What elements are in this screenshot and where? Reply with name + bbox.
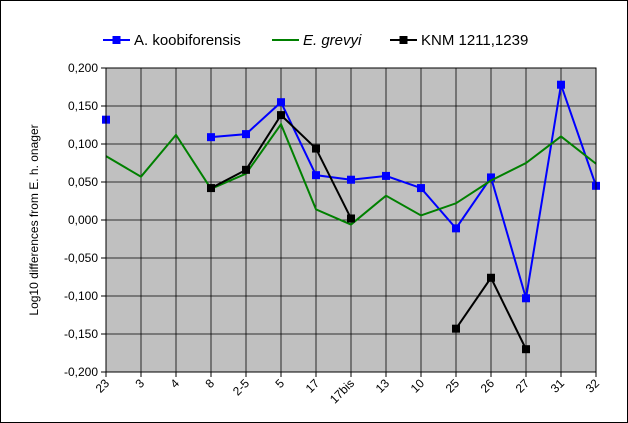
- legend-item: A. koobiforensis: [103, 32, 241, 49]
- data-point: [452, 224, 460, 233]
- y-tick-label: -0,200: [64, 365, 98, 379]
- data-point: [522, 294, 530, 303]
- data-point: [277, 98, 285, 107]
- legend-label: A. koobiforensis: [134, 32, 241, 49]
- y-tick-label: -0,150: [64, 327, 98, 341]
- legend-swatch-marker: [112, 36, 121, 44]
- data-point: [557, 80, 565, 89]
- data-point: [487, 173, 495, 182]
- y-tick-label: 0,150: [68, 99, 98, 113]
- y-axis-ticks: -0,200 -0,150 -0,100 -0,050 0,000 0,050 0,100 0…: [64, 61, 106, 379]
- y-axis-title: Log10 differences from E. h. onager: [27, 124, 41, 315]
- y-tick-label: -0,100: [64, 289, 98, 303]
- data-point: [417, 184, 425, 193]
- y-tick-label: 0,100: [68, 137, 98, 151]
- data-point: [382, 171, 390, 180]
- data-point: [242, 165, 250, 174]
- data-point: [277, 111, 285, 120]
- data-point: [312, 171, 320, 180]
- data-point: [312, 144, 320, 153]
- y-tick-label: 0,000: [68, 213, 98, 227]
- legend-item: KNM 1211,1239: [390, 32, 528, 49]
- legend: A. koobiforensis E. grevyi KNM 1211,1239: [103, 32, 528, 49]
- data-point: [242, 130, 250, 139]
- legend-swatch-marker: [399, 36, 408, 44]
- data-point: [207, 133, 215, 142]
- y-tick-label: 0,200: [68, 61, 98, 75]
- data-point: [487, 273, 495, 282]
- data-point: [207, 184, 215, 193]
- data-point: [452, 324, 460, 333]
- y-tick-label: -0,050: [64, 251, 98, 265]
- data-point: [522, 345, 530, 354]
- series-layer: [102, 80, 600, 354]
- legend-label: KNM 1211,1239: [421, 32, 528, 49]
- legend-item: E. grevyi: [272, 32, 362, 49]
- y-tick-label: 0,050: [68, 175, 98, 189]
- data-point: [347, 175, 355, 184]
- data-point: [347, 214, 355, 223]
- series-line: [105, 122, 597, 226]
- legend-label: E. grevyi: [303, 32, 362, 49]
- series-line: [210, 84, 597, 299]
- series-3: [207, 111, 530, 354]
- series-2: [105, 122, 597, 226]
